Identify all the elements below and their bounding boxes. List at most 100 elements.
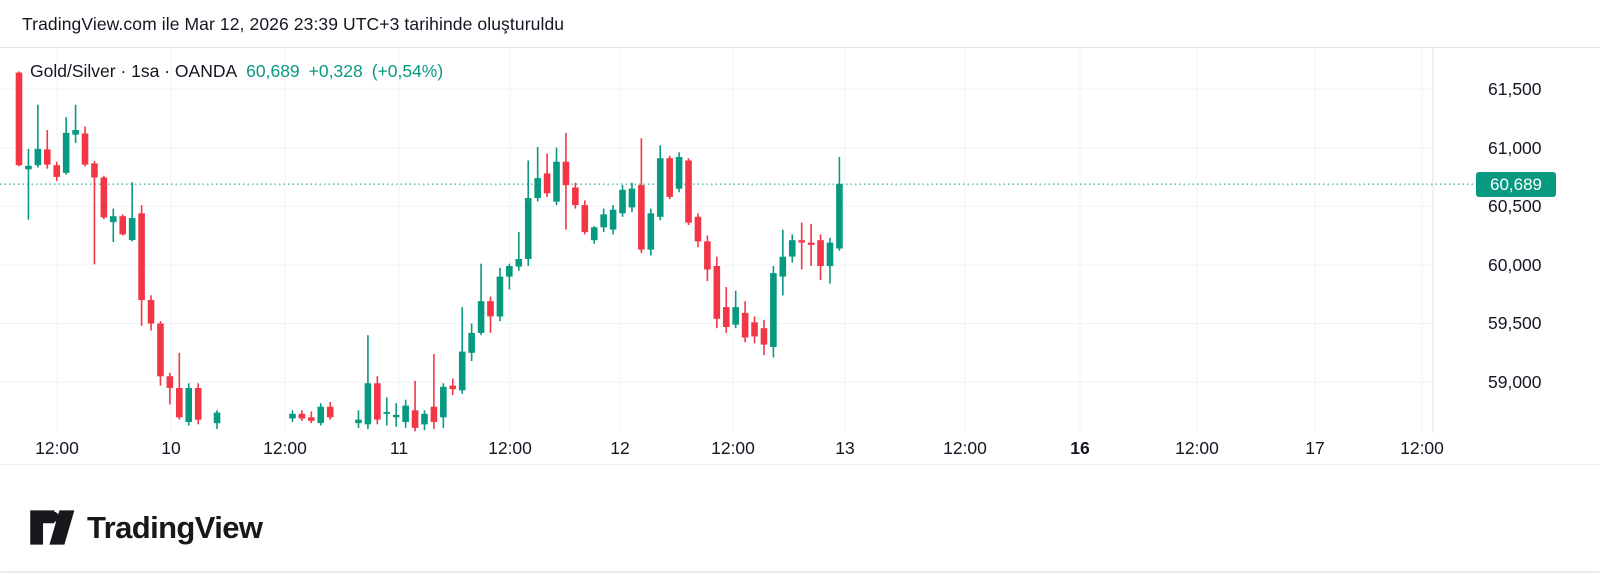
candle-up[interactable]: [826, 237, 834, 284]
time-axis-label: 17: [1305, 438, 1325, 458]
price-axis-label: 59,000: [1488, 372, 1542, 393]
candle-down[interactable]: [760, 320, 768, 356]
candle-up[interactable]: [458, 307, 466, 394]
price-axis-label: 61,500: [1488, 78, 1542, 99]
page-bottom-divider: [0, 571, 1600, 573]
candle-up[interactable]: [34, 104, 42, 168]
candle-down[interactable]: [543, 153, 551, 197]
candle-up[interactable]: [656, 145, 664, 221]
time-axis-label: 16: [1070, 438, 1090, 458]
time-axis-label: 12:00: [263, 438, 307, 458]
time-axis-label: 12:00: [943, 438, 987, 458]
candle-up[interactable]: [317, 403, 325, 426]
candle-up[interactable]: [779, 229, 787, 296]
candle-down[interactable]: [91, 161, 98, 265]
candle-down[interactable]: [138, 205, 145, 326]
candle-up[interactable]: [477, 263, 485, 336]
candle-down[interactable]: [176, 352, 183, 420]
candle-down[interactable]: [53, 161, 61, 181]
candle-up[interactable]: [647, 208, 655, 256]
candle-up[interactable]: [402, 399, 409, 428]
candle-down[interactable]: [308, 411, 315, 424]
chart-top-border: [0, 47, 1600, 48]
candle-up[interactable]: [289, 410, 296, 422]
candle-up[interactable]: [62, 117, 70, 175]
candlestick-plot[interactable]: [0, 47, 1600, 433]
candle-up[interactable]: [675, 152, 683, 193]
candle-down[interactable]: [638, 138, 645, 254]
candle-up[interactable]: [440, 383, 447, 428]
candle-up[interactable]: [788, 234, 796, 263]
tradingview-logo-text: TradingView: [87, 509, 263, 545]
candle-up[interactable]: [836, 157, 843, 251]
candle-down[interactable]: [449, 378, 457, 395]
chart-legend: Gold/Silver · 1sa · OANDA 60,689 +0,328 …: [30, 61, 443, 82]
candle-down[interactable]: [326, 402, 334, 420]
tradingview-logo[interactable]: TradingView: [30, 509, 263, 546]
time-axis-label: 12:00: [488, 438, 532, 458]
candle-up[interactable]: [355, 410, 362, 428]
candle-down[interactable]: [741, 301, 749, 343]
candle-down[interactable]: [166, 372, 174, 405]
candle-down[interactable]: [43, 130, 51, 169]
price-axis-label: 59,500: [1488, 313, 1542, 334]
candle-up[interactable]: [553, 147, 560, 206]
candle-down[interactable]: [807, 223, 815, 266]
candle-up[interactable]: [185, 383, 193, 426]
time-axis-label: 13: [835, 438, 855, 458]
candle-down[interactable]: [581, 200, 589, 235]
candle-up[interactable]: [383, 397, 391, 426]
candle-up[interactable]: [590, 226, 598, 244]
candle-down[interactable]: [411, 380, 419, 432]
candle-up[interactable]: [25, 148, 32, 220]
candle-up[interactable]: [770, 266, 777, 358]
candle-up[interactable]: [534, 147, 541, 202]
candle-up[interactable]: [600, 208, 607, 233]
price-change-value: +0,328: [308, 61, 363, 81]
candle-up[interactable]: [515, 232, 523, 271]
candle-up[interactable]: [128, 182, 136, 242]
price-axis-label: 60,000: [1488, 254, 1542, 275]
candle-down[interactable]: [157, 321, 164, 386]
candle-down[interactable]: [374, 376, 381, 425]
candle-up[interactable]: [732, 290, 739, 329]
candle-down[interactable]: [194, 383, 202, 425]
candle-up[interactable]: [468, 323, 475, 362]
candle-down[interactable]: [685, 158, 692, 225]
candle-down[interactable]: [817, 234, 824, 281]
legend-values: 60,689 +0,328 (+0,54%): [246, 61, 443, 82]
candle-down[interactable]: [15, 71, 23, 167]
candle-up[interactable]: [609, 205, 617, 235]
candle-down[interactable]: [722, 287, 730, 333]
candle-down[interactable]: [119, 214, 127, 236]
candle-down[interactable]: [147, 295, 155, 331]
candle-up[interactable]: [213, 410, 221, 430]
time-axis-label: 12:00: [1175, 438, 1219, 458]
candle-up[interactable]: [110, 208, 117, 242]
candle-down[interactable]: [81, 126, 89, 167]
candle-down[interactable]: [713, 256, 721, 329]
candle-up[interactable]: [392, 403, 400, 427]
candle-down[interactable]: [298, 410, 306, 421]
symbol-title[interactable]: Gold/Silver · 1sa · OANDA: [30, 61, 238, 81]
candle-down[interactable]: [562, 132, 570, 230]
candle-down[interactable]: [487, 296, 494, 333]
candle-down[interactable]: [694, 213, 702, 248]
candle-down[interactable]: [100, 175, 108, 220]
candle-down[interactable]: [666, 155, 673, 200]
candle-down[interactable]: [430, 354, 438, 429]
candle-down[interactable]: [704, 235, 711, 282]
candle-up[interactable]: [496, 267, 504, 322]
candle-up[interactable]: [628, 182, 636, 213]
candle-up[interactable]: [619, 185, 626, 217]
candle-down[interactable]: [751, 316, 758, 344]
candle-up[interactable]: [506, 263, 513, 290]
candle-down[interactable]: [798, 222, 805, 270]
time-axis-label: 10: [161, 438, 181, 458]
candle-up[interactable]: [421, 410, 428, 431]
candle-down[interactable]: [572, 182, 579, 209]
price-axis-label: 60,500: [1488, 196, 1542, 217]
candle-up[interactable]: [524, 160, 532, 267]
candle-up[interactable]: [364, 335, 372, 429]
candle-up[interactable]: [72, 104, 79, 143]
